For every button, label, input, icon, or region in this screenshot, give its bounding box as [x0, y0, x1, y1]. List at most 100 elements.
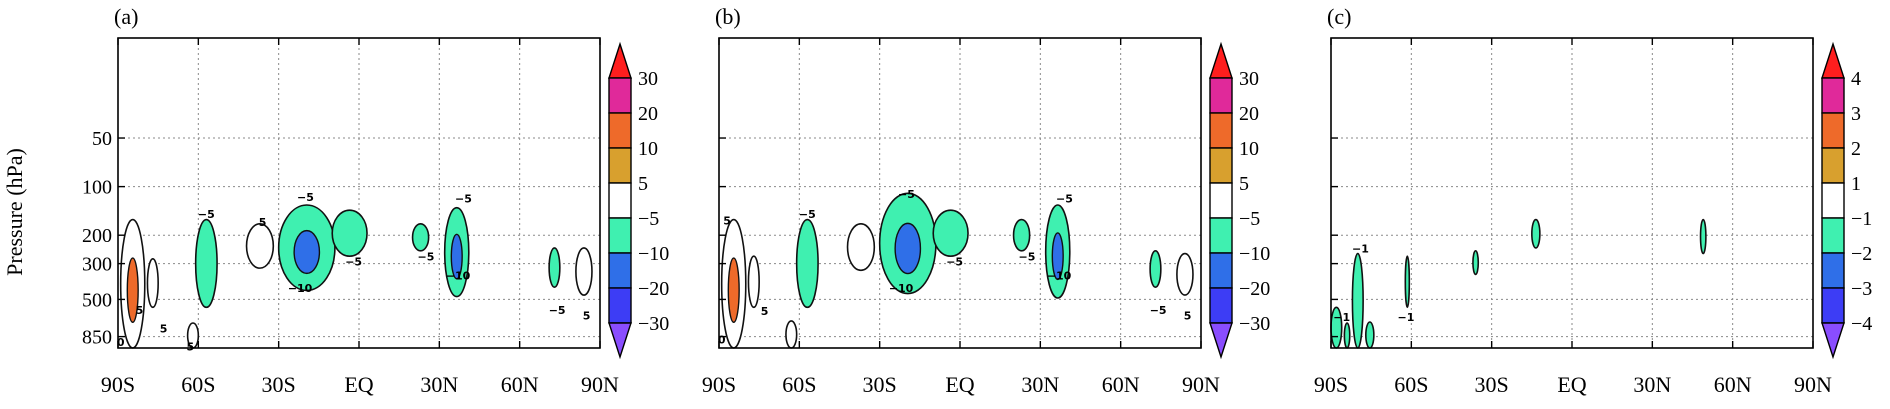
- y-tick-label: 200: [82, 225, 112, 247]
- contour-label: −5: [898, 188, 915, 201]
- panel-b-tag: (b): [715, 4, 741, 29]
- colorbar-tick-label: −3: [1851, 278, 1872, 300]
- x-tick-label: EQ: [1557, 372, 1586, 397]
- panel-a-colorbar: 30 20 10 5 −5 −10 −20 −30: [608, 41, 669, 360]
- x-tick-label: 90S: [1314, 372, 1348, 397]
- colorbar-tick-label: −10: [1239, 243, 1270, 265]
- contour-region: [1351, 252, 1364, 349]
- colorbar-segment: [608, 147, 632, 184]
- panel-c-colorbar: 4 3 2 1 −1 −2 −3 −4: [1821, 41, 1872, 360]
- contour-core: [126, 257, 139, 324]
- contour-region: [1531, 218, 1541, 249]
- contour-region: [1176, 252, 1194, 296]
- contour-region: [1012, 218, 1031, 252]
- contour-region: [1472, 250, 1480, 276]
- contour-label: −5: [297, 191, 314, 204]
- contour-region: [785, 320, 798, 349]
- contour-label: 5: [186, 340, 194, 353]
- contour-label: −5: [345, 255, 362, 268]
- colorbar-segment: [1209, 147, 1233, 184]
- panel-c-y-ticks: [1331, 137, 1338, 338]
- colorbar-tick-label: −4: [1851, 313, 1872, 335]
- panel-b-x-ticks: 90S 60S 30S EQ 30N 60N 90N: [702, 38, 1220, 397]
- colorbar-tick-label: 4: [1851, 68, 1861, 90]
- colorbar-tick-label: −2: [1851, 243, 1872, 265]
- x-tick-label: 30N: [1021, 372, 1059, 397]
- x-tick-label: 60S: [181, 372, 215, 397]
- contour-region: [1365, 321, 1375, 349]
- contour-label: −1: [1352, 242, 1369, 255]
- contour-label: −5: [549, 304, 566, 317]
- contour-core: [894, 222, 922, 275]
- colorbar-tick-label: −20: [1239, 278, 1270, 300]
- contour-label: 5: [259, 216, 267, 229]
- contour-label: 5: [160, 323, 168, 336]
- contour-label: −5: [1019, 251, 1036, 264]
- panel-b-contours: [720, 192, 1194, 349]
- panel-c-contour-labels: −1 −1 −1: [1333, 242, 1414, 323]
- contour-label: −5: [1056, 192, 1073, 205]
- x-tick-label: 60N: [1714, 372, 1752, 397]
- colorbar-segment: [608, 112, 632, 149]
- colorbar-tick-label: 30: [1239, 68, 1259, 90]
- y-tick-label: 300: [82, 254, 112, 276]
- contour-region: [194, 218, 218, 309]
- panel-b-colorbar: 30 20 10 5 −5 −10 −20 −30: [1209, 41, 1270, 360]
- contour-core: [727, 257, 740, 324]
- colorbar-bottom-arrow: [608, 322, 632, 360]
- contour-core: [450, 233, 463, 280]
- x-tick-label: EQ: [344, 372, 373, 397]
- colorbar-tick-label: −30: [638, 313, 669, 335]
- panel-a-tag: (a): [114, 4, 138, 29]
- panel-b-y-ticks: [719, 137, 726, 338]
- contour-region: [575, 247, 593, 296]
- x-tick-label: 30N: [420, 372, 458, 397]
- colorbar-segment: [608, 252, 632, 289]
- contour-core: [293, 229, 321, 275]
- contour-label: −5: [1150, 304, 1167, 317]
- y-tick-label: 850: [82, 327, 112, 349]
- colorbar-segment: [1821, 147, 1845, 184]
- contour-label: −5: [799, 208, 816, 221]
- contour-label: −10: [288, 282, 313, 295]
- contour-label: 5: [723, 215, 731, 228]
- contour-region: [245, 223, 275, 269]
- contour-label: −10: [889, 282, 914, 295]
- contour-label: −5: [418, 251, 435, 264]
- x-tick-label: 30S: [1475, 372, 1509, 397]
- colorbar-tick-label: −1: [1851, 208, 1872, 230]
- contour-region: [1699, 218, 1707, 255]
- panel-a-contours: [119, 204, 593, 349]
- colorbar-segment: [608, 77, 632, 114]
- x-tick-label: 60N: [501, 372, 539, 397]
- colorbar-segment: [1209, 182, 1233, 219]
- colorbar-segment: [608, 217, 632, 254]
- contour-label: −10: [1047, 269, 1072, 282]
- x-tick-label: 30N: [1633, 372, 1671, 397]
- colorbar-tick-label: 3: [1851, 103, 1861, 125]
- x-tick-label: 30S: [262, 372, 296, 397]
- colorbar-segment: [1821, 112, 1845, 149]
- colorbar-top-arrow: [1821, 41, 1845, 79]
- contour-core: [1051, 232, 1064, 281]
- contour-region: [795, 218, 819, 309]
- colorbar-tick-label: 10: [1239, 138, 1259, 160]
- contour-label: 5: [761, 305, 769, 318]
- x-tick-label: 90N: [1794, 372, 1832, 397]
- colorbar-tick-label: −10: [638, 243, 669, 265]
- colorbar-segment: [1209, 112, 1233, 149]
- colorbar-tick-label: −30: [1239, 313, 1270, 335]
- panel-c-contours: [1330, 218, 1707, 349]
- colorbar-tick-label: 30: [638, 68, 658, 90]
- colorbar-tick-label: −20: [638, 278, 669, 300]
- colorbar-bottom-arrow: [1821, 322, 1845, 360]
- contour-label: −1: [1398, 311, 1415, 324]
- colorbar-segment: [1209, 217, 1233, 254]
- contour-region: [411, 223, 430, 252]
- contour-label: −5: [455, 192, 472, 205]
- contour-label: 5: [583, 310, 591, 323]
- x-tick-label: 90N: [1182, 372, 1220, 397]
- x-tick-label: 60S: [1394, 372, 1428, 397]
